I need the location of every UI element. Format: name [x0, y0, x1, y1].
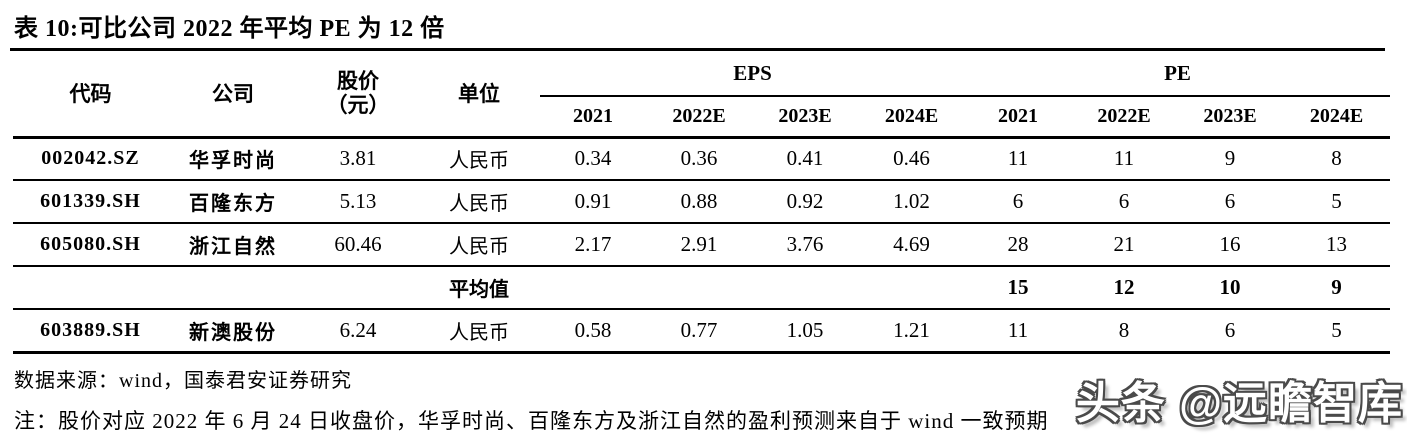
cell-eps-2022e: 0.36 — [646, 137, 752, 181]
cell-code: 603889.SH — [13, 309, 168, 354]
cell-price: 6.24 — [298, 309, 418, 354]
cell-pe-2024e: 5 — [1283, 309, 1391, 354]
cell-eps-2023e: 0.92 — [752, 180, 858, 224]
cell-pe-2021: 28 — [965, 223, 1072, 267]
cell-code — [13, 266, 168, 310]
cell-company: 新澳股份 — [168, 309, 298, 354]
cell-code: 605080.SH — [13, 223, 168, 267]
header-row-groups: 代码 公司 股价 （元） 单位 EPS PE — [13, 51, 1391, 139]
cell-pe-2023e: 10 — [1177, 266, 1284, 310]
cell-code: 002042.SZ — [13, 137, 168, 181]
cell-eps-2023e — [752, 266, 858, 310]
pe-year-2023e: 2023E — [1177, 96, 1284, 139]
cell-pe-2022e: 21 — [1071, 223, 1178, 267]
comparable-companies-table: 代码 公司 股价 （元） 单位 EPS PE 2021 2022E 2023E … — [13, 51, 1391, 354]
cell-eps-2021: 0.34 — [540, 137, 646, 181]
table-row: 605080.SH 浙江自然 60.46 人民币 2.17 2.91 3.76 … — [13, 223, 1391, 267]
table-row: 002042.SZ 华孚时尚 3.81 人民币 0.34 0.36 0.41 0… — [13, 137, 1391, 181]
cell-eps-2022e: 0.77 — [646, 309, 752, 354]
cell-unit: 人民币 — [418, 223, 540, 267]
table-title-block: 表 10:可比公司 2022 年平均 PE 为 12 倍 — [10, 0, 1385, 51]
group-header-eps: EPS — [540, 51, 966, 97]
cell-average-label: 平均值 — [418, 266, 540, 310]
cell-eps-2024e — [858, 266, 966, 310]
col-header-company: 公司 — [168, 51, 298, 139]
cell-eps-2024e: 0.46 — [858, 137, 966, 181]
cell-company — [168, 266, 298, 310]
cell-pe-2024e: 5 — [1283, 180, 1391, 224]
cell-pe-2023e: 9 — [1177, 137, 1284, 181]
cell-pe-2024e: 8 — [1283, 137, 1391, 181]
cell-pe-2023e: 16 — [1177, 223, 1284, 267]
cell-company: 百隆东方 — [168, 180, 298, 224]
cell-eps-2021: 0.58 — [540, 309, 646, 354]
average-row: 平均值 15 12 10 9 — [13, 266, 1391, 310]
cell-company: 华孚时尚 — [168, 137, 298, 181]
data-source-text: 数据来源：wind，国泰君安证券研究 — [14, 369, 352, 392]
table-row: 601339.SH 百隆东方 5.13 人民币 0.91 0.88 0.92 1… — [13, 180, 1391, 224]
page-title: 表 10:可比公司 2022 年平均 PE 为 12 倍 — [14, 16, 445, 42]
pe-year-2021: 2021 — [965, 96, 1072, 139]
cell-price: 5.13 — [298, 180, 418, 224]
col-header-price: 股价 （元） — [298, 51, 418, 139]
cell-pe-2023e: 6 — [1177, 309, 1284, 354]
pe-year-2022e: 2022E — [1071, 96, 1178, 139]
cell-company: 浙江自然 — [168, 223, 298, 267]
cell-pe-2023e: 6 — [1177, 180, 1284, 224]
col-header-unit: 单位 — [418, 51, 540, 139]
cell-eps-2024e: 1.02 — [858, 180, 966, 224]
cell-eps-2023e: 0.41 — [752, 137, 858, 181]
cell-eps-2024e: 1.21 — [858, 309, 966, 354]
cell-pe-2022e: 6 — [1071, 180, 1178, 224]
cell-pe-2021: 6 — [965, 180, 1072, 224]
cell-unit: 人民币 — [418, 309, 540, 354]
cell-eps-2023e: 1.05 — [752, 309, 858, 354]
table-row: 603889.SH 新澳股份 6.24 人民币 0.58 0.77 1.05 1… — [13, 309, 1391, 354]
col-header-code: 代码 — [13, 51, 168, 139]
cell-pe-2022e: 8 — [1071, 309, 1178, 354]
cell-eps-2021: 0.91 — [540, 180, 646, 224]
cell-eps-2021 — [540, 266, 646, 310]
group-header-pe: PE — [965, 51, 1391, 97]
cell-price — [298, 266, 418, 310]
cell-eps-2022e — [646, 266, 752, 310]
cell-eps-2023e: 3.76 — [752, 223, 858, 267]
eps-year-2023e: 2023E — [752, 96, 858, 139]
eps-year-2024e: 2024E — [858, 96, 966, 139]
cell-pe-2021: 11 — [965, 137, 1072, 181]
watermark-text: 头条 @远瞻智库 — [1075, 379, 1403, 428]
eps-year-2022e: 2022E — [646, 96, 752, 139]
cell-eps-2024e: 4.69 — [858, 223, 966, 267]
cell-pe-2022e: 11 — [1071, 137, 1178, 181]
cell-pe-2021: 15 — [965, 266, 1072, 310]
cell-eps-2022e: 0.88 — [646, 180, 752, 224]
col-header-price-line2: （元） — [326, 93, 390, 118]
cell-pe-2024e: 13 — [1283, 223, 1391, 267]
cell-code: 601339.SH — [13, 180, 168, 224]
eps-year-2021: 2021 — [540, 96, 646, 139]
cell-price: 60.46 — [298, 223, 418, 267]
col-header-price-line1: 股价 — [337, 69, 379, 94]
cell-pe-2024e: 9 — [1283, 266, 1391, 310]
cell-unit: 人民币 — [418, 137, 540, 181]
cell-unit: 人民币 — [418, 180, 540, 224]
cell-price: 3.81 — [298, 137, 418, 181]
cell-pe-2022e: 12 — [1071, 266, 1178, 310]
cell-eps-2021: 2.17 — [540, 223, 646, 267]
cell-eps-2022e: 2.91 — [646, 223, 752, 267]
header-row-years: 2021 2022E 2023E 2024E 2021 2022E 2023E … — [13, 96, 1391, 139]
cell-pe-2021: 11 — [965, 309, 1072, 354]
pe-year-2024e: 2024E — [1283, 96, 1391, 139]
